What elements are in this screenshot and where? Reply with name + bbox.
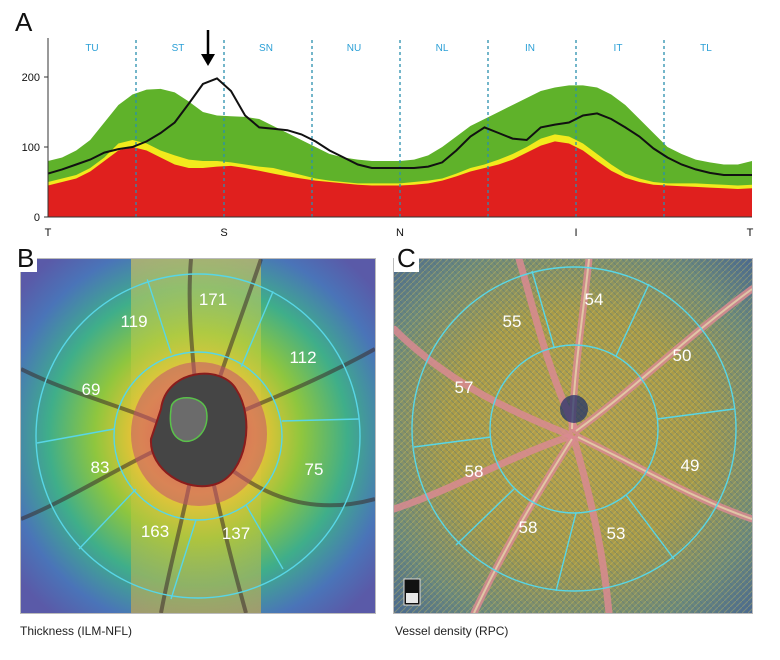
sector-grid [35,273,361,600]
color-scale-icon [403,578,421,606]
sector-label-tu: TU [85,43,98,54]
x-tick-label: N [396,227,404,239]
sector-label-sn: SN [259,43,273,54]
x-tick-label: I [574,227,577,239]
thickness-map: 171 119 112 69 83 75 163 137 [20,258,376,614]
patient-profile-line [47,77,752,176]
sector-value-t: 69 [82,380,101,399]
y-tick-label: 100 [22,142,40,154]
panel-letter-c: C [394,244,419,272]
x-tick-label: S [220,227,227,239]
sector-label-nu: NU [347,43,361,54]
panel-letter-b: B [14,244,38,272]
sector-grid [411,266,737,592]
y-tick-label: 200 [22,72,40,84]
sector-value-sn: 112 [289,348,316,367]
sector-value-n: 75 [305,460,324,479]
y-tick-label: 0 [34,212,40,224]
cup-center [169,397,208,443]
sector-value-ti: 58 [465,462,484,481]
caption-vessel-density: Vessel density (RPC) [395,624,509,638]
sector-value-sn: 50 [673,346,692,365]
sector-value-st: 55 [503,312,522,331]
vessel-highlights [473,259,752,613]
sector-value-n: 49 [681,456,700,475]
sector-label-nl: NL [436,43,449,54]
x-tick-label: T [45,227,52,239]
sector-label-in: IN [525,43,535,54]
dark-center [560,395,588,423]
sector-value-in: 137 [222,524,250,543]
sector-label-tl: TL [700,43,712,54]
vessel-density-map: 54 55 50 57 58 49 58 53 [393,258,753,614]
vessel-density-svg: 54 55 50 57 58 49 58 53 [394,259,752,613]
sector-value-it: 163 [141,522,169,541]
caption-thickness: Thickness (ILM-NFL) [20,624,133,638]
rnfl-profile-plot: 0 100 200 T S N I T TU ST SN NU NL IN IT… [0,0,780,245]
patient-profile-line-group [47,77,752,176]
sector-value-s: 171 [199,290,227,309]
sector-value-ti: 83 [91,458,110,477]
sector-value-st: 119 [120,312,147,331]
x-tick-label: T [747,227,754,239]
rnfl-profile-svg: 0 100 200 T S N I T TU ST SN NU NL IN IT… [22,30,754,239]
down-arrow-icon [201,30,215,66]
panel-letter-a: A [12,8,36,36]
sector-value-t: 57 [455,378,474,397]
sector-value-in: 53 [607,524,626,543]
sector-value-s: 54 [585,290,604,309]
sector-label-it: IT [614,43,623,54]
sector-value-it: 58 [519,518,538,537]
sector-label-st: ST [172,43,185,54]
thickness-map-svg: 171 119 112 69 83 75 163 137 [21,259,375,613]
